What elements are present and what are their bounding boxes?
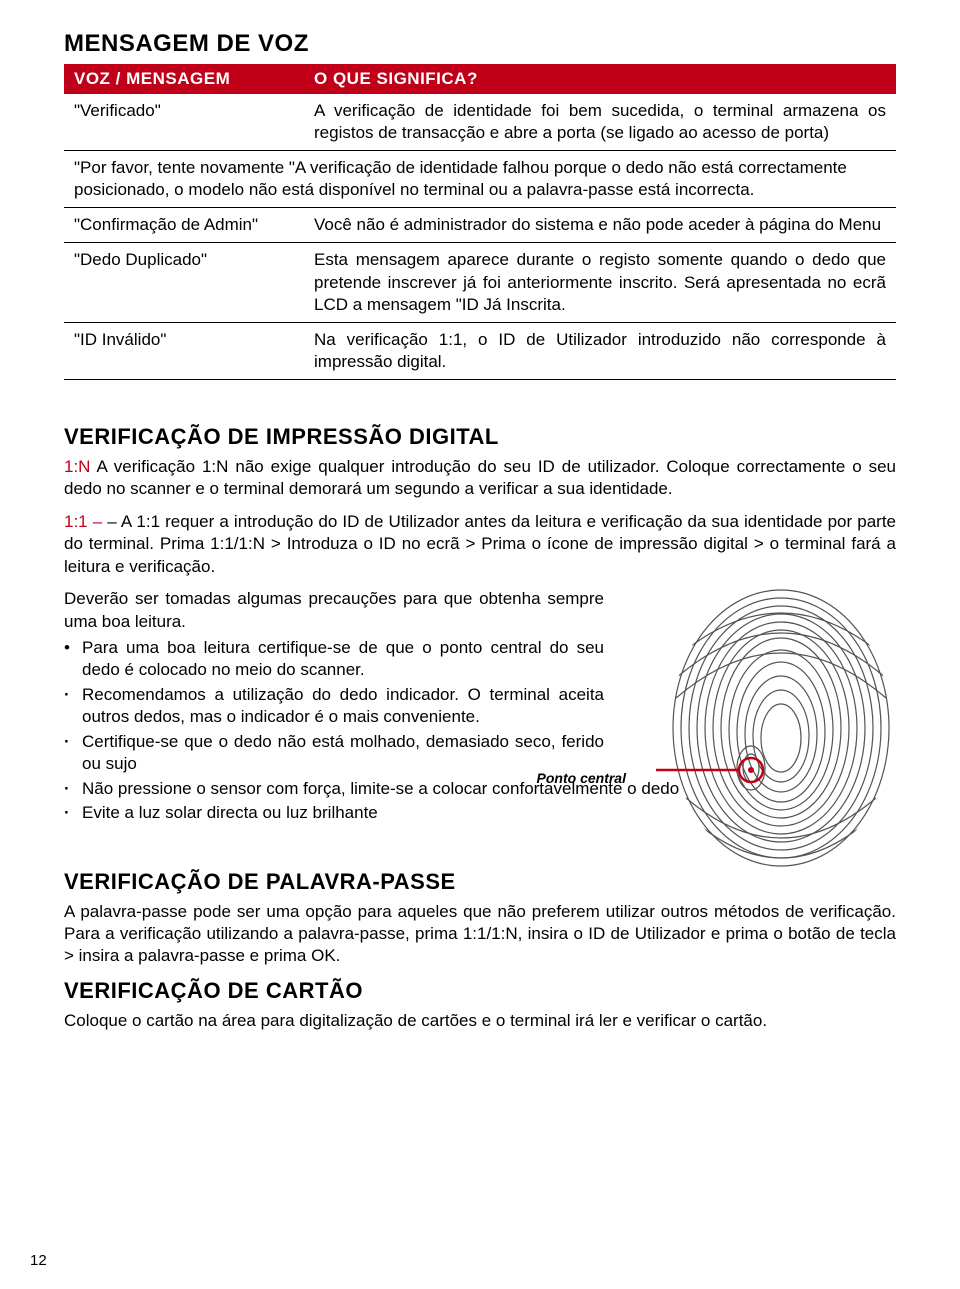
bullet-list-narrow: Para uma boa leitura certifique-se de qu… bbox=[64, 637, 604, 682]
list-item: Não pressione o sensor com força, limite… bbox=[64, 778, 896, 800]
fp-para-3: Deverão ser tomadas algumas precauções p… bbox=[64, 588, 604, 633]
list-item: Recomendamos a utilização do dedo indica… bbox=[64, 684, 604, 729]
fingerprint-icon bbox=[636, 578, 906, 878]
col-header-1: VOZ / MENSAGEM bbox=[64, 64, 304, 94]
section-title-card: VERIFICAÇÃO DE CARTÃO bbox=[64, 978, 896, 1004]
msg-cell: "Verificado" bbox=[64, 94, 304, 151]
meaning-cell: Você não é administrador do sistema e nã… bbox=[304, 208, 896, 243]
table-row: "Por favor, tente novamente "A verificaç… bbox=[64, 151, 896, 208]
msg-cell: "Dedo Duplicado" bbox=[64, 243, 304, 322]
fp-para-2: 1:1 – – A 1:1 requer a introdução do ID … bbox=[64, 511, 896, 578]
list-item: Evite a luz solar directa ou luz brilhan… bbox=[64, 802, 896, 824]
card-para: Coloque o cartão na área para digitaliza… bbox=[64, 1010, 896, 1032]
lead-11: 1:1 – bbox=[64, 512, 102, 531]
table-row: "ID Inválido" Na verificação 1:1, o ID d… bbox=[64, 322, 896, 379]
table-row: "Dedo Duplicado" Esta mensagem aparece d… bbox=[64, 243, 896, 322]
page-number: 12 bbox=[30, 1252, 47, 1269]
meaning-cell: Esta mensagem aparece durante o registo … bbox=[304, 243, 896, 322]
msg-cell: "Confirmação de Admin" bbox=[64, 208, 304, 243]
list-item: Certifique-se que o dedo não está molhad… bbox=[64, 731, 604, 776]
lead-1n: 1:N bbox=[64, 457, 90, 476]
voz-table: VOZ / MENSAGEM O QUE SIGNIFICA? "Verific… bbox=[64, 64, 896, 380]
section-title-voz: MENSAGEM DE VOZ bbox=[64, 30, 896, 58]
bullet-list-narrow-2: Recomendamos a utilização do dedo indica… bbox=[64, 684, 604, 776]
table-row: "Verificado" A verificação de identidade… bbox=[64, 94, 896, 151]
table-row: "Confirmação de Admin" Você não é admini… bbox=[64, 208, 896, 243]
fp-para-1: 1:N A verificação 1:N não exige qualquer… bbox=[64, 456, 896, 501]
list-item: Para uma boa leitura certifique-se de qu… bbox=[64, 637, 604, 682]
msg-meaning-cell: "Por favor, tente novamente "A verificaç… bbox=[64, 151, 896, 208]
meaning-cell: Na verificação 1:1, o ID de Utilizador i… bbox=[304, 322, 896, 379]
section-title-fingerprint: VERIFICAÇÃO DE IMPRESSÃO DIGITAL bbox=[64, 424, 896, 450]
fingerprint-block: Ponto central Deverão ser tomadas alguma… bbox=[64, 588, 896, 824]
msg-cell: "ID Inválido" bbox=[64, 322, 304, 379]
password-para: A palavra-passe pode ser uma opção para … bbox=[64, 901, 896, 968]
meaning-cell: A verificação de identidade foi bem suce… bbox=[304, 94, 896, 151]
col-header-2: O QUE SIGNIFICA? bbox=[304, 64, 896, 94]
